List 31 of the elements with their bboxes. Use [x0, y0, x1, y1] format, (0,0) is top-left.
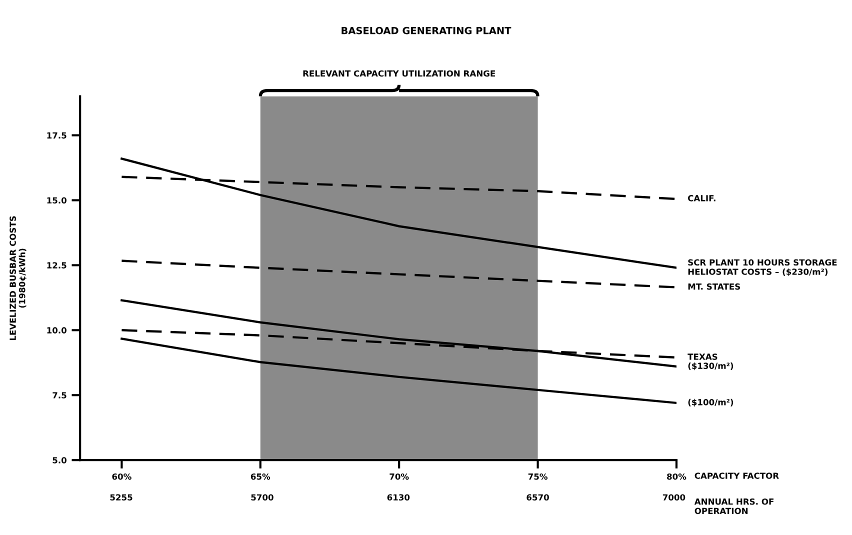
y-tick-label: 7.5 — [52, 392, 66, 398]
series-label: MT. STATES — [688, 283, 740, 290]
series-label: ($100/m²) — [688, 398, 734, 406]
y-tick-label: 12.5 — [47, 262, 66, 268]
x2-tick-label: 7000 — [662, 494, 686, 501]
line-series — [120, 299, 676, 368]
band-label: RELEVANT CAPACITY UTILIZATION RANGE — [303, 70, 496, 77]
series-label: CALIF. — [688, 195, 716, 202]
x-tick-label: 80% — [667, 473, 686, 480]
x-tick-label: 60% — [112, 473, 132, 480]
x-tick-label: 65% — [250, 473, 270, 480]
x2-tick-label: 6570 — [526, 494, 549, 501]
series-label: SCR PLANT 10 HOURS STORAGE HELIOSTAT COSTS – ($230/m²) — [688, 259, 837, 276]
y-axis-title: LEVELIZED BUSBAR COSTS (1980¢/kWh) — [10, 216, 26, 340]
y-tick-label: 15.0 — [47, 197, 66, 204]
chart-title: BASELOAD GENERATING PLANT — [342, 26, 512, 34]
x-tick-label: 70% — [390, 473, 409, 480]
line-series — [120, 338, 676, 404]
line-series — [120, 260, 676, 288]
x2-axis-title: ANNUAL HRS. OF OPERATION — [694, 498, 774, 514]
x-axis-title: CAPACITY FACTOR — [694, 472, 779, 479]
x2-tick-label: 6130 — [387, 494, 410, 501]
x2-tick-label: 5700 — [251, 494, 274, 501]
y-tick-label: 17.5 — [47, 132, 66, 139]
x2-tick-label: 5255 — [110, 494, 132, 501]
y-tick-label: 10.0 — [47, 327, 66, 334]
x-tick-label: 75% — [528, 473, 548, 480]
series-label: TEXAS — [688, 354, 718, 360]
line-series — [120, 158, 676, 269]
series-label: ($130/m²) — [688, 362, 734, 370]
y-tick-label: 5.0 — [52, 457, 66, 464]
